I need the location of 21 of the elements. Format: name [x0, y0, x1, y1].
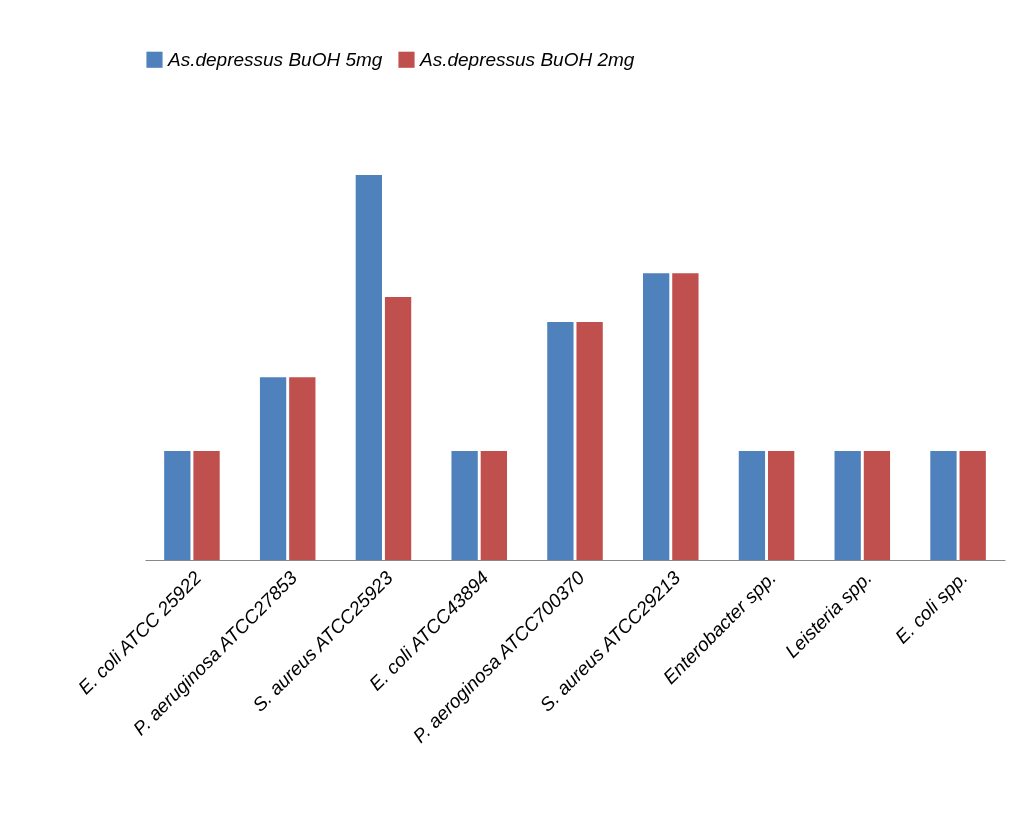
bar — [355, 175, 382, 560]
bar — [672, 273, 699, 560]
bar — [451, 451, 478, 560]
bar — [193, 451, 220, 560]
bar — [834, 451, 861, 560]
bar — [643, 273, 670, 560]
x-tick-label: E. coli spp. — [890, 567, 972, 648]
bar — [576, 322, 603, 560]
bar — [738, 451, 766, 560]
bar — [164, 451, 191, 560]
legend-label: As.depressus BuOH 5mg — [167, 48, 383, 70]
bar — [259, 377, 287, 560]
bar — [930, 451, 957, 560]
legend-label: As.depressus BuOH 2mg — [419, 48, 635, 70]
bar — [480, 451, 507, 560]
bar — [959, 451, 986, 560]
bar — [289, 377, 316, 560]
bar — [384, 297, 412, 560]
bar — [768, 451, 795, 560]
bar — [547, 322, 574, 560]
bar — [863, 451, 891, 560]
